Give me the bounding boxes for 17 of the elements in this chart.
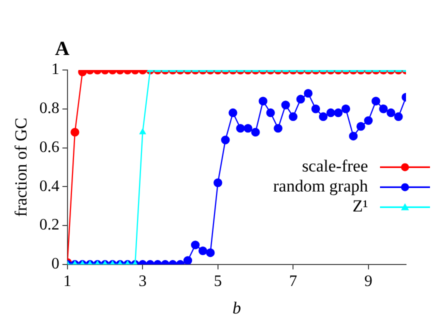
y-tick-label: 0.8 xyxy=(39,100,60,118)
y-tick-label: 0 xyxy=(51,256,60,273)
y-tick-label: 0.6 xyxy=(39,138,60,156)
x-tick-label: 9 xyxy=(364,273,372,290)
legend-label: random graph xyxy=(273,176,368,196)
y-tick-label: 0.4 xyxy=(39,178,60,195)
x-tick-label: 5 xyxy=(214,273,222,290)
x-tick-label: 7 xyxy=(289,273,298,290)
chart-title: A xyxy=(55,38,70,60)
legend-label: Z¹ xyxy=(352,196,368,216)
y-axis-title: fraction of GC xyxy=(12,118,31,217)
legend-label: scale-free xyxy=(302,156,368,176)
x-axis-title: b xyxy=(232,298,241,318)
x-tick-label: 3 xyxy=(138,273,147,290)
y-tick-label: 1 xyxy=(51,61,60,78)
y-tick-label: 0.2 xyxy=(39,216,60,234)
x-tick-label: 1 xyxy=(63,273,72,290)
